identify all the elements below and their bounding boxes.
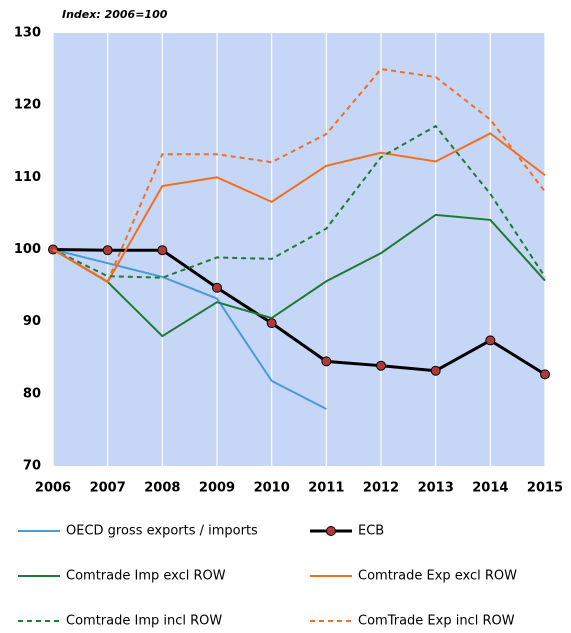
series-line: [52, 248, 546, 376]
marker: [212, 282, 222, 293]
x-tick-label: 2011: [308, 481, 344, 496]
series-line: [52, 68, 546, 283]
marker: [430, 365, 441, 376]
x-tick-label: 2013: [418, 481, 454, 496]
legend-label: Comtrade Imp incl ROW: [66, 614, 222, 629]
legend-marker: [326, 526, 336, 536]
marker: [102, 245, 113, 256]
x-tick-label: 2006: [35, 481, 71, 496]
x-tick-label: 2009: [199, 481, 235, 496]
series-line: [52, 213, 546, 338]
legend-label: Comtrade Exp excl ROW: [358, 569, 517, 584]
legend-label: Comtrade Imp excl ROW: [66, 569, 226, 584]
x-tick-label: 2014: [472, 481, 508, 496]
marker: [485, 335, 496, 346]
y-tick-label: 90: [23, 314, 41, 329]
y-tick-label: 110: [14, 170, 41, 185]
series-line: [52, 132, 546, 284]
y-tick-label: 130: [14, 26, 41, 41]
x-tick-label: 2010: [254, 481, 290, 496]
x-tick-label: 2008: [144, 481, 180, 496]
legend-label: ECB: [358, 524, 384, 539]
legend-label: ComTrade Exp incl ROW: [358, 614, 515, 629]
y-tick-label: 80: [23, 386, 41, 401]
y-tick-label: 120: [14, 98, 41, 113]
x-tick-label: 2012: [363, 481, 399, 496]
chart-subtitle: Index: 2006=100: [62, 8, 168, 21]
series-line: [52, 124, 546, 279]
marker: [321, 356, 332, 367]
legend-label: OECD gross exports / imports: [66, 524, 258, 539]
marker: [376, 360, 386, 371]
marker: [266, 318, 277, 329]
marker: [157, 245, 168, 256]
marker: [540, 369, 550, 380]
y-tick-label: 100: [14, 242, 41, 257]
x-tick-label: 2007: [90, 481, 126, 496]
series-line: [52, 248, 327, 410]
y-tick-label: 70: [23, 459, 41, 474]
x-tick-label: 2015: [527, 481, 563, 496]
